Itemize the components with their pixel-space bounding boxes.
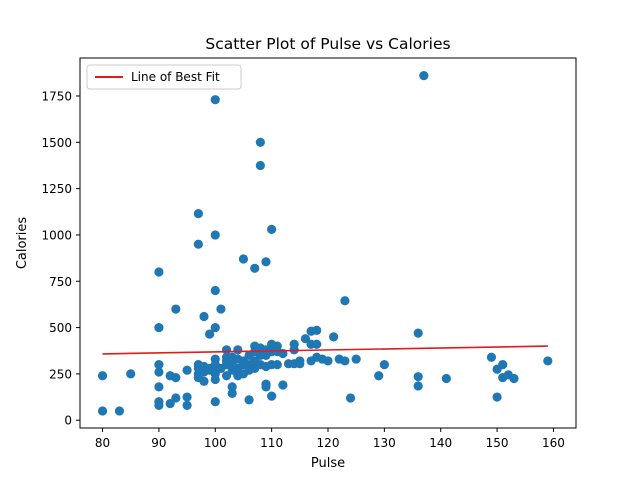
y-axis-label: Calories	[15, 217, 30, 270]
data-point	[329, 332, 339, 342]
chart-title: Scatter Plot of Pulse vs Calories	[205, 35, 450, 53]
data-point	[210, 322, 220, 333]
plot-area: 80 90 100 110 120 130 140 150 160 0 250 500 750 1000 1…	[41, 57, 577, 450]
data-point	[267, 391, 277, 401]
data-point	[261, 257, 271, 267]
data-point	[227, 382, 237, 392]
data-point	[221, 371, 232, 381]
data-point	[413, 372, 423, 382]
x-tick-label: 150	[486, 436, 509, 450]
data-point	[300, 334, 311, 344]
legend-box	[86, 64, 242, 90]
data-point	[250, 263, 260, 273]
data-point	[233, 345, 243, 355]
data-point	[255, 160, 265, 171]
data-point	[154, 360, 164, 370]
data-point	[345, 393, 356, 403]
data-point	[97, 371, 108, 381]
data-point	[193, 209, 203, 219]
data-point	[441, 373, 451, 384]
data-point	[509, 373, 519, 384]
x-tick-label: 120	[317, 436, 340, 450]
data-point	[312, 339, 322, 349]
x-axis-label: Pulse	[311, 456, 345, 471]
data-point	[205, 329, 215, 339]
data-point	[419, 71, 429, 81]
data-point	[97, 406, 108, 416]
y-tick-label: 1250	[41, 182, 72, 196]
data-point	[199, 376, 209, 386]
x-tick-label: 130	[373, 436, 396, 450]
data-point	[154, 382, 164, 392]
best-fit-line	[102, 345, 548, 355]
y-tick-label: 1000	[41, 228, 72, 242]
x-tick-label: 140	[429, 436, 452, 450]
data-point	[193, 239, 203, 249]
y-tick-label: 500	[49, 321, 72, 335]
data-point	[340, 356, 350, 366]
x-tick-label: 90	[151, 436, 166, 450]
data-point	[114, 406, 125, 416]
data-point	[312, 325, 322, 335]
data-point	[267, 224, 277, 234]
data-point	[351, 354, 361, 364]
data-point	[210, 397, 220, 407]
x-tick-label: 100	[204, 436, 227, 450]
data-point	[126, 369, 136, 379]
data-point	[182, 400, 192, 410]
data-point	[154, 367, 164, 377]
legend: Line of Best Fit	[86, 64, 242, 90]
legend-entry-label: Line of Best Fit	[131, 70, 220, 84]
data-point	[210, 285, 220, 296]
data-point	[323, 356, 333, 366]
data-point	[374, 371, 384, 381]
data-point	[413, 381, 423, 391]
data-point	[543, 356, 553, 366]
data-point	[227, 388, 237, 398]
x-tick-label: 160	[542, 436, 565, 450]
data-point	[171, 373, 181, 383]
data-point	[182, 365, 192, 375]
data-point	[154, 400, 164, 410]
data-point	[244, 395, 254, 405]
data-point	[182, 392, 192, 402]
y-tick-label: 1750	[41, 89, 72, 103]
data-point	[272, 360, 282, 370]
y-tick-label: 750	[49, 275, 72, 289]
x-tick-label: 80	[95, 436, 110, 450]
data-point	[216, 304, 226, 314]
data-point	[340, 296, 350, 306]
y-tick-label: 0	[64, 414, 72, 428]
data-point	[210, 374, 220, 385]
data-point	[486, 352, 497, 362]
data-point	[295, 359, 305, 369]
data-point	[165, 398, 175, 409]
data-point	[199, 311, 209, 322]
data-point	[379, 360, 389, 370]
data-point	[238, 254, 249, 264]
data-point	[498, 360, 508, 370]
data-point	[154, 322, 164, 333]
data-point	[210, 95, 220, 105]
data-point	[492, 392, 502, 402]
x-tick-label: 110	[260, 436, 283, 450]
y-tick-label: 250	[49, 367, 72, 381]
data-point	[210, 230, 220, 240]
y-tick-label: 1500	[41, 136, 72, 150]
data-point	[413, 328, 423, 338]
data-point	[171, 304, 181, 314]
data-point	[154, 267, 164, 277]
data-point	[278, 380, 288, 390]
data-point	[255, 137, 265, 147]
data-point	[261, 382, 271, 392]
data-point	[171, 393, 181, 403]
